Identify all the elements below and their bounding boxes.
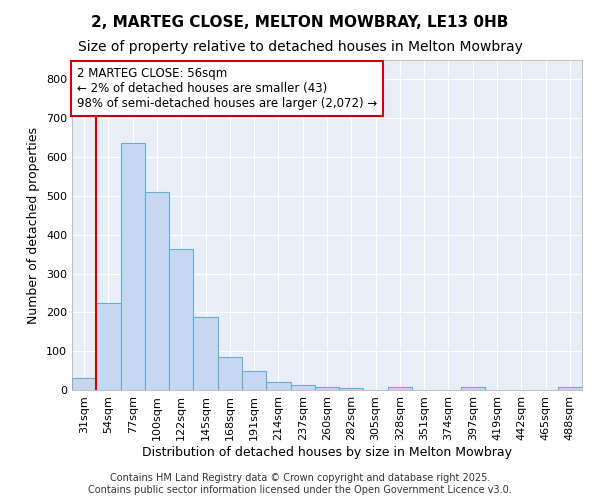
- Bar: [242, 370, 266, 390]
- Bar: [388, 387, 412, 390]
- Bar: [315, 388, 339, 390]
- Text: 2 MARTEG CLOSE: 56sqm
← 2% of detached houses are smaller (43)
98% of semi-detac: 2 MARTEG CLOSE: 56sqm ← 2% of detached h…: [77, 66, 377, 110]
- Bar: [121, 144, 145, 390]
- Bar: [218, 357, 242, 390]
- Bar: [558, 387, 582, 390]
- Bar: [96, 302, 121, 390]
- Bar: [193, 317, 218, 390]
- Bar: [266, 382, 290, 390]
- Y-axis label: Number of detached properties: Number of detached properties: [28, 126, 40, 324]
- Text: Contains HM Land Registry data © Crown copyright and database right 2025.
Contai: Contains HM Land Registry data © Crown c…: [88, 474, 512, 495]
- Bar: [461, 388, 485, 390]
- X-axis label: Distribution of detached houses by size in Melton Mowbray: Distribution of detached houses by size …: [142, 446, 512, 458]
- Bar: [169, 250, 193, 390]
- Bar: [339, 388, 364, 390]
- Bar: [290, 385, 315, 390]
- Text: Size of property relative to detached houses in Melton Mowbray: Size of property relative to detached ho…: [77, 40, 523, 54]
- Text: 2, MARTEG CLOSE, MELTON MOWBRAY, LE13 0HB: 2, MARTEG CLOSE, MELTON MOWBRAY, LE13 0H…: [91, 15, 509, 30]
- Bar: [72, 378, 96, 390]
- Bar: [145, 192, 169, 390]
